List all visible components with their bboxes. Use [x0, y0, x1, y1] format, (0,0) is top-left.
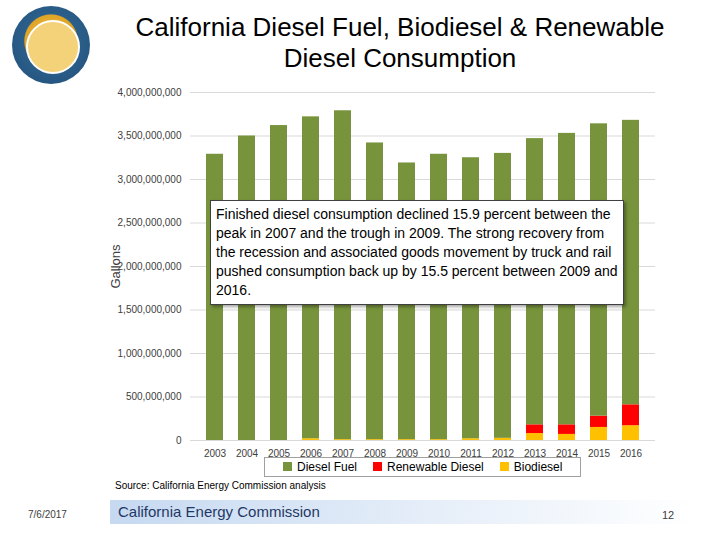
html-text:California Energy Commission: California Energy Commission: [118, 503, 320, 520]
svg-text:2004: 2004: [236, 448, 259, 459]
svg-text:1,000,000,000: 1,000,000,000: [118, 348, 182, 359]
svg-text:Gallons: Gallons: [108, 244, 123, 289]
svg-text:2007: 2007: [331, 447, 355, 459]
svg-text:2015: 2015: [588, 448, 611, 459]
svg-text:2,500,000,000: 2,500,000,000: [118, 217, 182, 228]
html-text:Biodiesel: Biodiesel: [513, 460, 563, 474]
svg-text:2012: 2012: [491, 447, 515, 459]
svg-text:2009: 2009: [395, 447, 419, 459]
html-text:California Diesel Fuel, Biodie: California Diesel Fuel, Biodiesel & Rene…: [135, 12, 665, 73]
svg-text:3,500,000,000: 3,500,000,000: [118, 130, 182, 141]
svg-text:2005: 2005: [267, 447, 291, 459]
svg-text:2008: 2008: [363, 447, 387, 459]
html-text:Diesel Fuel: Diesel Fuel: [297, 460, 357, 474]
svg-text:2003: 2003: [204, 448, 227, 459]
svg-text:2010: 2010: [427, 447, 451, 459]
svg-text:2014: 2014: [555, 447, 579, 459]
svg-text:2016: 2016: [620, 448, 643, 459]
svg-text:3,000,000,000: 3,000,000,000: [118, 174, 182, 185]
svg-text:0: 0: [176, 435, 182, 446]
svg-text:1,500,000,000: 1,500,000,000: [118, 304, 182, 315]
html-text:Source: California Energy Comm: Source: California Energy Commission ana…: [115, 480, 326, 491]
html-text:12: 12: [662, 509, 675, 521]
svg-text:2011: 2011: [460, 447, 482, 459]
svg-text:4,000,000,000: 4,000,000,000: [118, 87, 182, 98]
svg-text:2006: 2006: [299, 447, 323, 459]
svg-text:500,000,000: 500,000,000: [126, 391, 182, 402]
html-text:Renewable Diesel: Renewable Diesel: [387, 460, 484, 474]
html-text:Finished diesel consumption de: Finished diesel consumption declined 15.…: [216, 206, 618, 298]
svg-text:2013: 2013: [523, 447, 547, 459]
svg-text:2,000,000,000: 2,000,000,000: [118, 261, 182, 272]
html-text:7/6/2017: 7/6/2017: [28, 509, 67, 520]
